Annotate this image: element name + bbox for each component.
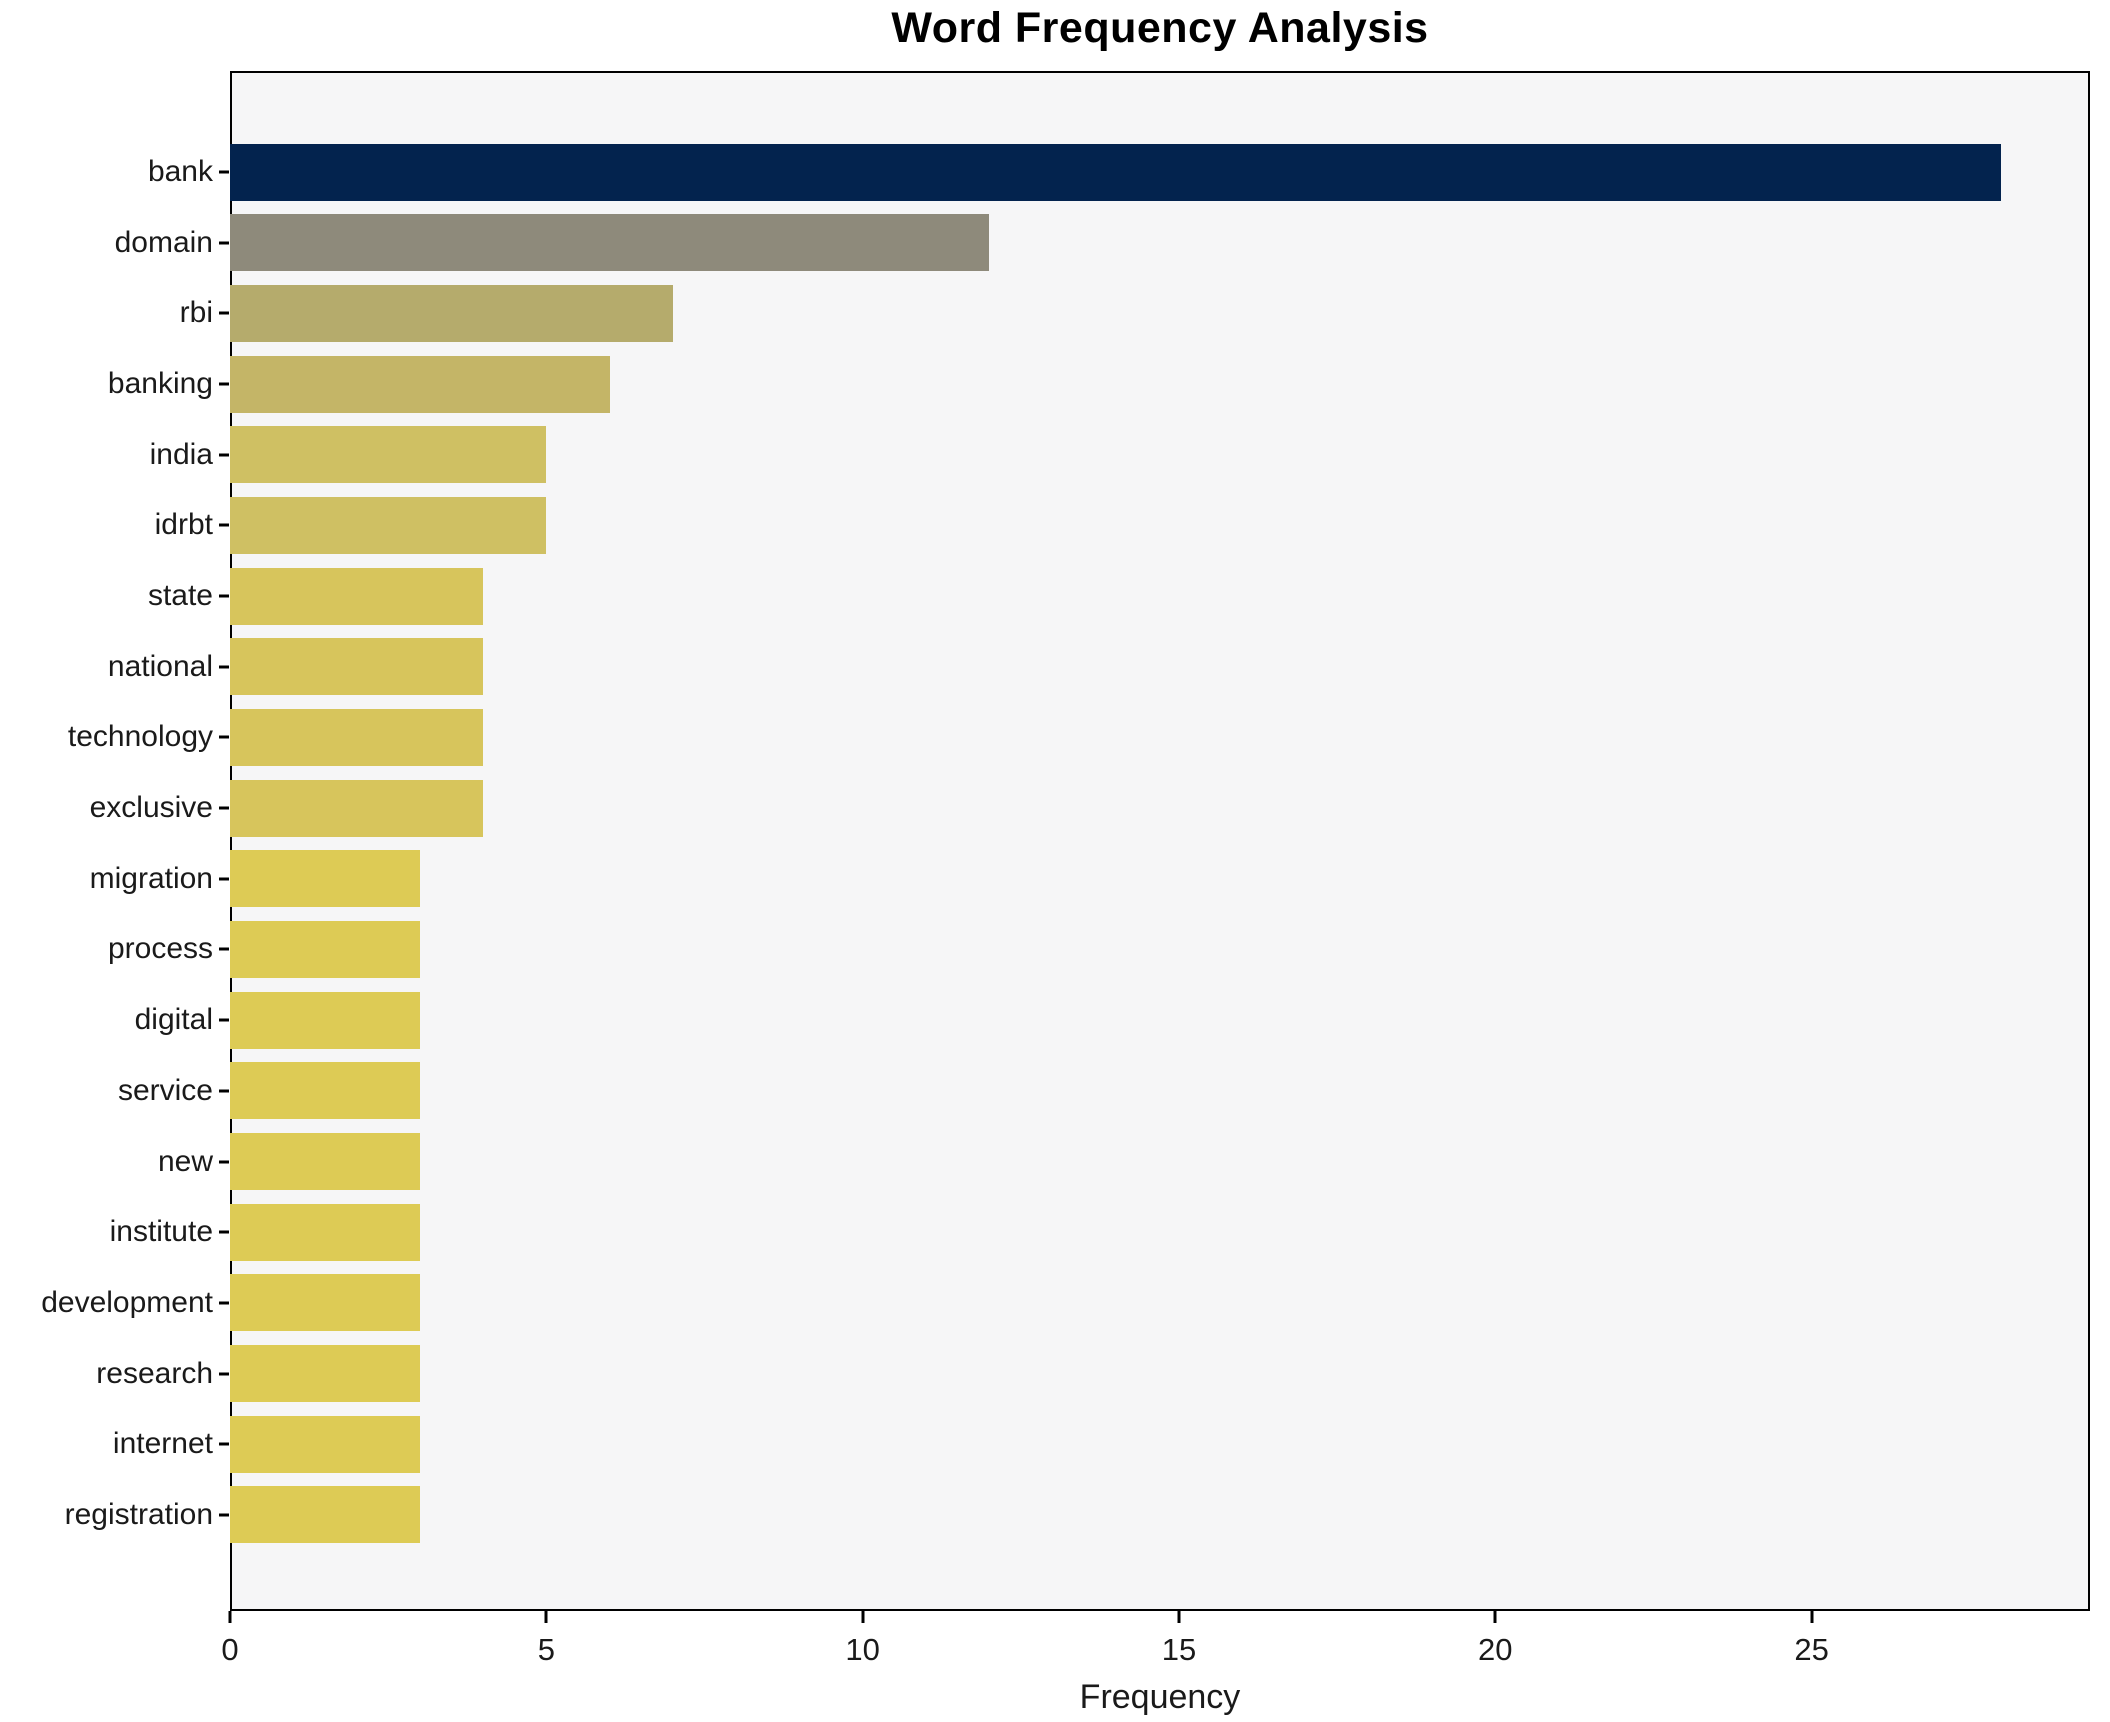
- y-tick-mark: [219, 382, 229, 386]
- y-tick-label-internet: internet: [112, 1427, 213, 1461]
- bar-india: [230, 426, 547, 484]
- y-tick-mark: [219, 241, 229, 245]
- y-tick-label-service: service: [117, 1073, 213, 1107]
- y-tick-mark: [219, 877, 229, 881]
- x-tick-label-10: 10: [845, 1632, 880, 1667]
- y-tick-label-registration: registration: [64, 1497, 213, 1531]
- x-tick-mark: [1493, 1611, 1497, 1623]
- bar-idrbt: [230, 496, 547, 554]
- y-tick-mark: [219, 1442, 229, 1446]
- y-tick-label-technology: technology: [67, 720, 213, 754]
- y-tick-mark: [219, 453, 229, 457]
- x-tick-label-5: 5: [537, 1632, 555, 1667]
- x-axis-label: Frequency: [1079, 1678, 1241, 1716]
- bar-domain: [230, 214, 990, 272]
- bar-technology: [230, 708, 484, 766]
- bar-digital: [230, 991, 420, 1049]
- x-tick-mark: [228, 1611, 232, 1623]
- x-tick-label-20: 20: [1478, 1632, 1513, 1667]
- y-tick-label-digital: digital: [134, 1003, 213, 1037]
- y-tick-label-state: state: [147, 579, 213, 613]
- y-tick-mark: [219, 665, 229, 669]
- bar-rbi: [230, 284, 673, 342]
- y-tick-label-national: national: [107, 649, 213, 683]
- bar-new: [230, 1133, 420, 1191]
- chart-title: Word Frequency Analysis: [891, 4, 1429, 52]
- x-tick-mark: [1177, 1611, 1181, 1623]
- bar-process: [230, 920, 420, 978]
- y-tick-label-process: process: [107, 932, 213, 966]
- y-tick-mark: [219, 1372, 229, 1376]
- y-tick-mark: [219, 1160, 229, 1164]
- y-tick-mark: [219, 1018, 229, 1022]
- y-tick-label-rbi: rbi: [179, 296, 213, 330]
- bar-exclusive: [230, 779, 484, 837]
- y-tick-mark: [219, 1230, 229, 1234]
- y-tick-mark: [219, 735, 229, 739]
- bar-development: [230, 1274, 420, 1332]
- x-tick-label-15: 15: [1161, 1632, 1197, 1667]
- y-tick-mark: [219, 1089, 229, 1093]
- y-tick-label-institute: institute: [109, 1215, 213, 1249]
- x-tick-label-25: 25: [1794, 1632, 1829, 1667]
- y-tick-label-research: research: [96, 1356, 213, 1390]
- bar-internet: [230, 1415, 420, 1473]
- bar-state: [230, 567, 484, 625]
- y-tick-mark: [219, 170, 229, 174]
- y-tick-label-exclusive: exclusive: [89, 791, 213, 825]
- x-tick-label-0: 0: [221, 1632, 239, 1667]
- y-tick-mark: [219, 311, 229, 315]
- bar-bank: [230, 143, 2002, 201]
- y-tick-label-development: development: [41, 1285, 213, 1319]
- bar-research: [230, 1345, 420, 1403]
- x-tick-mark: [861, 1611, 865, 1623]
- bar-institute: [230, 1203, 420, 1261]
- y-tick-mark: [219, 523, 229, 527]
- y-tick-label-bank: bank: [147, 155, 213, 188]
- bar-service: [230, 1062, 420, 1120]
- y-tick-label-india: india: [149, 437, 213, 471]
- y-tick-mark: [219, 947, 229, 951]
- y-tick-label-new: new: [157, 1144, 213, 1178]
- y-tick-mark: [219, 594, 229, 598]
- bar-national: [230, 638, 484, 696]
- y-tick-label-banking: banking: [107, 367, 213, 401]
- y-tick-label-domain: domain: [114, 225, 213, 259]
- bar-registration: [230, 1486, 420, 1544]
- x-tick-mark: [544, 1611, 548, 1623]
- x-tick-mark: [1810, 1611, 1814, 1623]
- bar-banking: [230, 355, 610, 413]
- y-tick-label-idrbt: idrbt: [154, 508, 213, 542]
- y-tick-mark: [219, 806, 229, 810]
- y-tick-mark: [219, 1301, 229, 1305]
- y-tick-label-migration: migration: [89, 861, 213, 895]
- y-tick-mark: [219, 1513, 229, 1517]
- bar-migration: [230, 850, 420, 908]
